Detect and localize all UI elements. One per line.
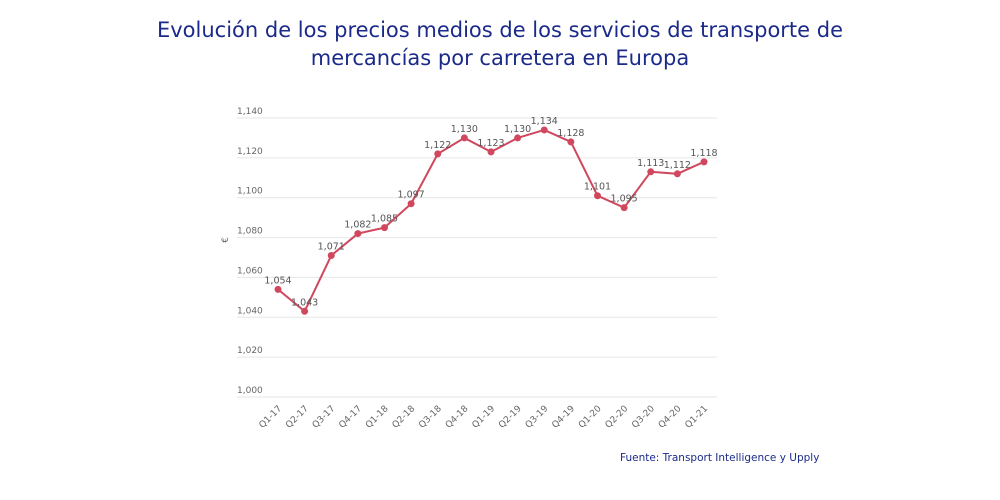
data-label: 1,118	[690, 148, 717, 159]
data-point	[434, 150, 442, 158]
x-tick-label: Q1-20	[577, 404, 604, 431]
data-label: 1,101	[584, 182, 611, 193]
x-tick-label: Q1-17	[258, 404, 285, 431]
x-tick-label: Q4-20	[657, 404, 684, 431]
data-label: 1,097	[398, 190, 425, 201]
y-axis-label: €	[221, 237, 231, 243]
x-tick-label: Q4-18	[444, 404, 471, 431]
data-label: 1,134	[531, 116, 558, 127]
data-label: 1,128	[557, 128, 584, 139]
data-point	[594, 192, 601, 200]
y-tick-label: 1,020	[237, 346, 263, 356]
x-tick-label: Q4-19	[550, 404, 577, 431]
x-tick-label: Q2-20	[604, 404, 631, 431]
data-label: 1,130	[504, 124, 531, 135]
data-label: 1,130	[451, 124, 478, 135]
data-label: 1,085	[371, 214, 398, 225]
x-tick-label: Q3-20	[630, 404, 657, 431]
data-point	[647, 168, 655, 176]
x-tick-label: Q1-19	[471, 404, 498, 431]
data-point	[354, 230, 362, 238]
x-tick-label: Q3-18	[417, 404, 444, 431]
data-label: 1,112	[664, 160, 691, 171]
source-note: Fuente: Transport Intelligence y Upply	[620, 452, 820, 464]
title-line-2: mercancías por carretera en Europa	[310, 46, 690, 70]
x-tick-label: Q2-18	[391, 404, 418, 431]
data-label: 1,113	[637, 158, 664, 169]
data-point	[327, 252, 335, 260]
y-tick-label: 1,000	[237, 386, 263, 396]
data-point	[301, 307, 309, 315]
title-line-1: Evolución de los precios medios de los s…	[156, 18, 844, 42]
data-point	[381, 224, 388, 232]
data-label: 1,095	[611, 194, 638, 205]
data-label: 1,082	[344, 220, 371, 231]
chart-title: Evolución de los precios medios de los s…	[0, 16, 1000, 72]
data-label: 1,054	[264, 275, 291, 286]
data-label: 1,043	[291, 297, 318, 308]
x-tick-label: Q3-19	[524, 404, 551, 431]
data-point	[487, 148, 495, 156]
x-tick-label: Q1-18	[364, 404, 391, 431]
data-point	[567, 138, 575, 146]
data-point	[460, 134, 468, 142]
y-tick-label: 1,140	[237, 107, 263, 117]
x-tick-label: Q1-21	[684, 404, 711, 431]
y-tick-label: 1,120	[237, 147, 263, 157]
data-label: 1,122	[424, 140, 451, 151]
y-tick-label: 1,060	[237, 266, 263, 276]
data-point	[274, 285, 282, 293]
data-point	[540, 126, 548, 134]
data-point	[407, 200, 415, 208]
y-tick-label: 1,100	[237, 187, 263, 197]
data-point	[673, 170, 681, 178]
x-tick-label: Q2-19	[497, 404, 524, 431]
y-tick-label: 1,080	[237, 227, 263, 237]
data-label: 1,123	[477, 138, 504, 149]
data-point	[700, 158, 708, 166]
x-tick-label: Q2-17	[284, 404, 311, 431]
x-tick-label: Q4-17	[337, 404, 364, 431]
data-point	[620, 204, 628, 212]
y-tick-label: 1,040	[237, 306, 263, 316]
data-label: 1,071	[318, 242, 345, 253]
data-point	[514, 134, 522, 142]
x-tick-label: Q3-17	[311, 404, 338, 431]
